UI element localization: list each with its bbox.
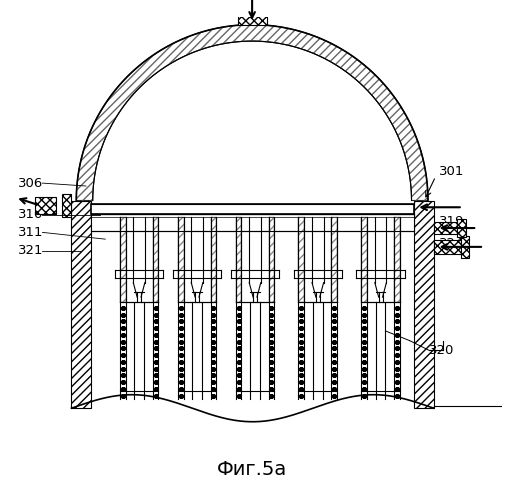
Text: 311: 311 — [18, 226, 44, 239]
Text: 310: 310 — [18, 208, 44, 222]
Text: 320: 320 — [429, 344, 454, 357]
Bar — [211, 217, 216, 302]
Bar — [153, 217, 158, 302]
Text: 324: 324 — [438, 238, 464, 250]
Text: 306: 306 — [18, 176, 43, 190]
Bar — [298, 217, 304, 302]
Bar — [91, 204, 414, 214]
Bar — [243, 0, 261, 2]
Bar — [238, 9, 267, 24]
Text: 301: 301 — [438, 165, 464, 178]
Bar — [178, 217, 183, 302]
Bar — [461, 236, 470, 258]
Bar — [72, 200, 91, 408]
Bar — [62, 194, 72, 217]
Bar — [236, 217, 242, 302]
Bar — [414, 200, 434, 408]
Text: Фиг.5а: Фиг.5а — [217, 460, 287, 478]
Polygon shape — [92, 41, 411, 200]
Bar — [269, 217, 274, 302]
Bar — [230, 2, 274, 9]
Bar — [457, 219, 466, 237]
Bar — [434, 222, 457, 234]
Bar — [35, 196, 56, 214]
Text: 321: 321 — [18, 244, 44, 257]
Bar — [434, 240, 461, 254]
Bar — [361, 217, 367, 302]
Text: 319: 319 — [438, 216, 464, 228]
Bar — [394, 217, 400, 302]
Bar — [331, 217, 337, 302]
Polygon shape — [76, 24, 428, 201]
Bar — [120, 217, 126, 302]
Bar — [91, 214, 414, 232]
